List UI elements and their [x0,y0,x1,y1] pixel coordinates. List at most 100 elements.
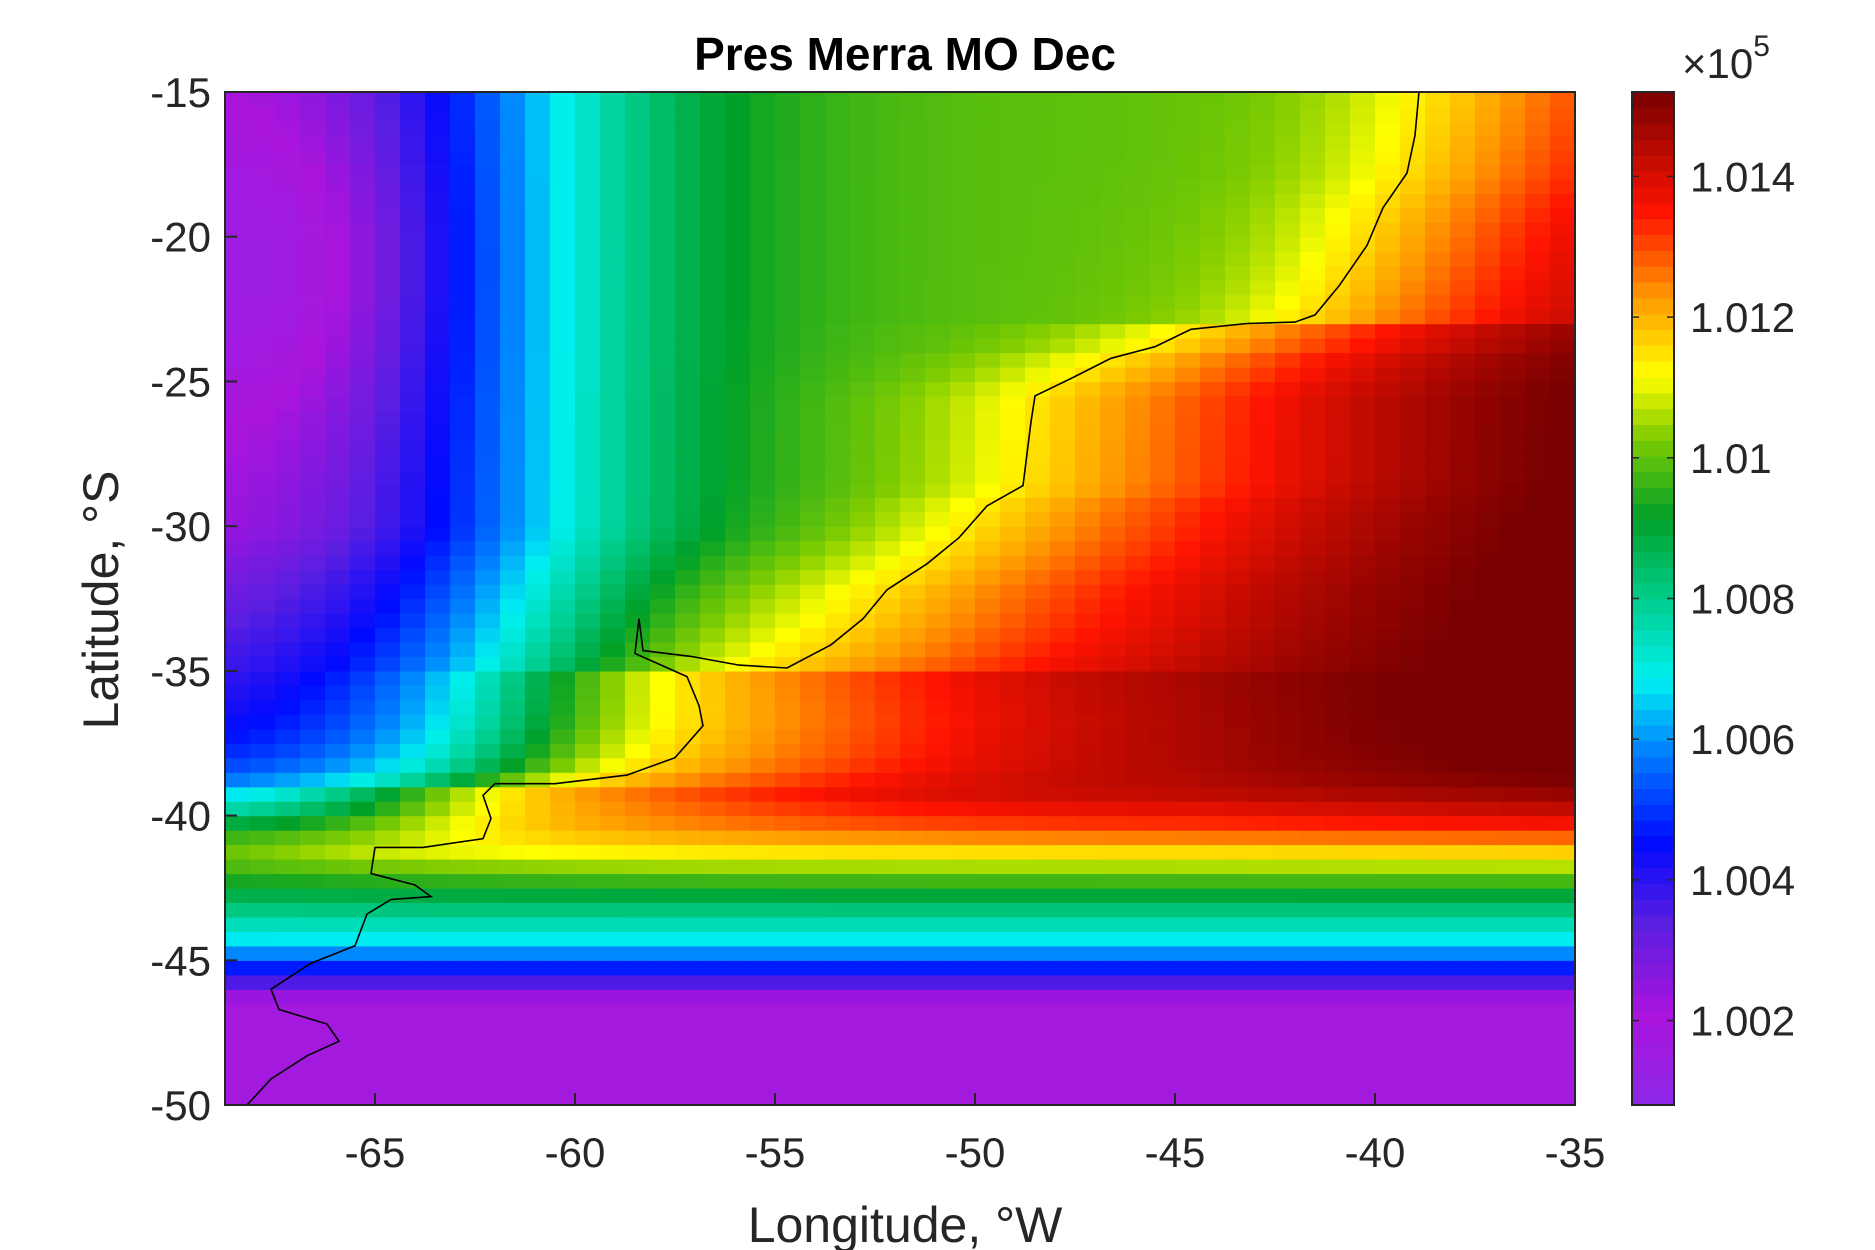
heatmap-cell [1075,902,1101,918]
heatmap-cell [800,743,826,759]
y-axis-label: Latitude, °S [73,470,129,729]
heatmap-cell [1225,815,1251,831]
heatmap-cell [625,974,651,990]
heatmap-cell [650,613,676,629]
heatmap-cell [1450,786,1476,802]
colorbar-segment [1632,962,1674,979]
heatmap-cell [1400,656,1426,672]
heatmap-cell [725,887,751,903]
heatmap-cell [400,106,426,122]
heatmap-cell [975,280,1001,296]
heatmap-cell [1350,873,1376,889]
heatmap-cell [225,584,251,600]
heatmap-cell [500,598,526,614]
heatmap-cell [1350,627,1376,643]
heatmap-cell [325,1047,351,1063]
heatmap-cell [975,511,1001,527]
heatmap-cell [1200,873,1226,889]
heatmap-cell [650,974,676,990]
heatmap-cell [775,757,801,773]
heatmap-cell [925,873,951,889]
heatmap-cell [650,439,676,455]
heatmap-cell [775,149,801,165]
colorbar-segment [1632,123,1674,141]
heatmap-cell [775,453,801,469]
heatmap-cell [1525,613,1551,629]
heatmap-cell [1525,251,1551,267]
heatmap-cell [350,685,376,701]
heatmap-cell [250,482,276,498]
heatmap-cell [1375,120,1401,136]
heatmap-cell [1200,569,1226,585]
heatmap-cell [1175,251,1201,267]
heatmap-cell [325,135,351,151]
heatmap-cell [350,627,376,643]
heatmap-cell [575,338,601,354]
heatmap-cell [1350,367,1376,383]
heatmap-cell [1450,873,1476,889]
heatmap-cell [1500,641,1526,657]
heatmap-cell [950,974,976,990]
heatmap-cell [225,352,251,368]
heatmap-cell [575,381,601,397]
heatmap-cell [1450,569,1476,585]
heatmap-cell [900,381,926,397]
heatmap-cell [500,613,526,629]
heatmap-cell [1175,236,1201,252]
heatmap-cell [250,265,276,281]
heatmap-cell [1500,786,1526,802]
heatmap-cell [500,222,526,238]
heatmap-cell [750,670,776,686]
heatmap-cell [1100,511,1126,527]
heatmap-cell [975,352,1001,368]
heatmap-cell [425,772,451,788]
heatmap-cell [250,815,276,831]
heatmap-cell [850,265,876,281]
heatmap-cell [225,945,251,961]
heatmap-cell [700,584,726,600]
heatmap-cell [800,873,826,889]
heatmap-cell [550,309,576,325]
heatmap-cell [1225,294,1251,310]
heatmap-cell [425,974,451,990]
heatmap-cell [675,395,701,411]
heatmap-cell [425,540,451,556]
heatmap-cell [800,439,826,455]
heatmap-cell [1050,989,1076,1005]
heatmap-cell [375,164,401,180]
heatmap-cell [1075,251,1101,267]
heatmap-cell [800,830,826,846]
heatmap-cell [800,1076,826,1092]
heatmap-cell [1275,1076,1301,1092]
heatmap-cell [1425,323,1451,339]
heatmap-cell [1500,251,1526,267]
heatmap-cell [1075,1032,1101,1048]
heatmap-cell [600,584,626,600]
heatmap-cell [225,1018,251,1034]
heatmap-cell [800,540,826,556]
heatmap-cell [1125,526,1151,542]
heatmap-cell [1100,1032,1126,1048]
heatmap-cell [500,1018,526,1034]
heatmap-cell [1525,294,1551,310]
heatmap-cell [1225,92,1251,108]
heatmap-cell [1450,497,1476,513]
heatmap-cell [775,236,801,252]
heatmap-cell [1475,265,1501,281]
heatmap-cell [400,280,426,296]
heatmap-cell [500,873,526,889]
heatmap-cell [1100,1018,1126,1034]
heatmap-cell [1075,1061,1101,1077]
heatmap-cell [425,641,451,657]
heatmap-cell [1375,714,1401,730]
heatmap-cell [1425,902,1451,918]
heatmap-cell [900,352,926,368]
heatmap-cell [1150,367,1176,383]
heatmap-cell [1475,728,1501,744]
heatmap-cell [450,685,476,701]
heatmap-cell [950,395,976,411]
heatmap-cell [1200,178,1226,194]
heatmap-cell [425,92,451,108]
heatmap-cell [450,251,476,267]
heatmap-cell [1200,439,1226,455]
